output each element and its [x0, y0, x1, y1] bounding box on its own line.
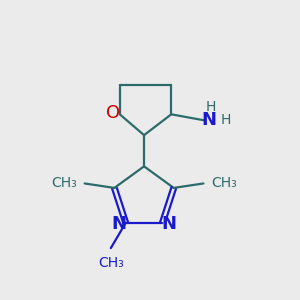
Text: N: N — [202, 111, 217, 129]
Text: CH₃: CH₃ — [52, 176, 77, 190]
Text: CH₃: CH₃ — [211, 176, 237, 190]
Text: CH₃: CH₃ — [98, 256, 124, 270]
Text: O: O — [106, 104, 120, 122]
Text: H: H — [206, 100, 216, 114]
Text: N: N — [112, 215, 127, 233]
Text: H: H — [220, 113, 231, 127]
Text: N: N — [161, 215, 176, 233]
